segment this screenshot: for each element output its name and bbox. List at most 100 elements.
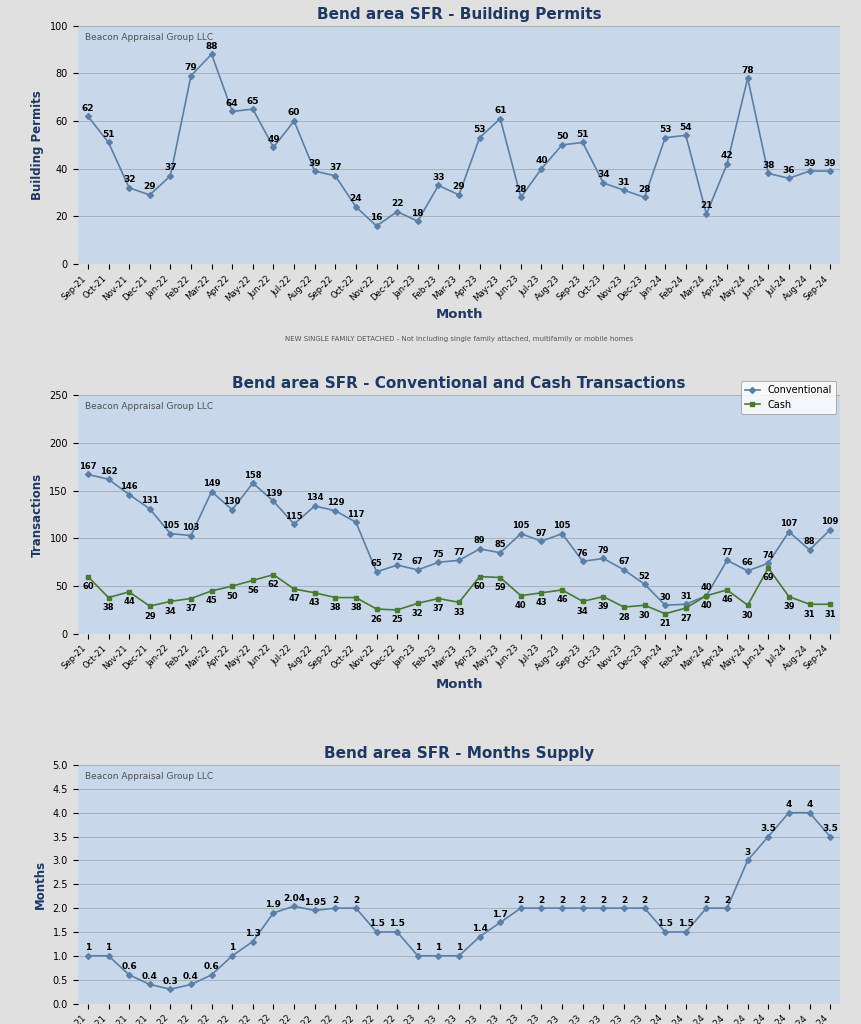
Cash xyxy=(186,592,196,604)
Text: 2: 2 xyxy=(579,896,585,904)
Text: 38: 38 xyxy=(350,603,362,612)
Text: 79: 79 xyxy=(184,63,197,72)
Text: 39: 39 xyxy=(308,159,320,168)
Cash xyxy=(309,587,319,599)
Text: 28: 28 xyxy=(638,184,650,194)
Text: 76: 76 xyxy=(576,549,588,558)
Text: 131: 131 xyxy=(141,497,158,505)
Cash xyxy=(680,602,691,614)
Cash xyxy=(103,592,114,604)
Cash xyxy=(454,596,464,608)
Text: 77: 77 xyxy=(453,548,464,557)
Text: 1: 1 xyxy=(414,943,420,952)
Text: 31: 31 xyxy=(823,609,835,618)
Text: 30: 30 xyxy=(638,610,649,620)
Text: 1: 1 xyxy=(84,943,91,952)
Text: 42: 42 xyxy=(720,152,733,161)
Text: 44: 44 xyxy=(123,597,135,606)
Text: 2: 2 xyxy=(703,896,709,904)
Text: 85: 85 xyxy=(494,541,505,549)
Text: 74: 74 xyxy=(762,551,773,560)
Cash xyxy=(124,586,134,598)
Text: 4: 4 xyxy=(785,800,791,809)
Cash xyxy=(268,568,278,581)
Cash xyxy=(701,590,711,602)
Text: 32: 32 xyxy=(412,609,423,617)
Text: 1: 1 xyxy=(435,943,441,952)
Text: 33: 33 xyxy=(453,608,464,616)
Text: 37: 37 xyxy=(164,163,177,172)
Text: 65: 65 xyxy=(370,559,382,568)
Text: 2: 2 xyxy=(331,896,338,904)
Conventional xyxy=(515,527,525,540)
Text: 34: 34 xyxy=(576,607,588,615)
Text: 0.4: 0.4 xyxy=(142,972,158,981)
Conventional xyxy=(783,525,793,538)
Text: 2: 2 xyxy=(641,896,647,904)
Text: 77: 77 xyxy=(721,548,732,557)
Text: 53: 53 xyxy=(658,125,671,134)
Text: 59: 59 xyxy=(494,583,505,592)
Text: 139: 139 xyxy=(264,488,282,498)
Text: 67: 67 xyxy=(412,557,423,566)
Text: 43: 43 xyxy=(308,598,320,607)
Cash xyxy=(288,583,299,595)
Text: 1.5: 1.5 xyxy=(369,920,384,929)
Text: 107: 107 xyxy=(779,519,796,528)
Text: 1: 1 xyxy=(455,943,461,952)
Text: 78: 78 xyxy=(740,66,753,75)
Text: 0.6: 0.6 xyxy=(121,963,137,972)
Conventional xyxy=(206,485,216,498)
Cash xyxy=(824,598,834,610)
Conventional xyxy=(598,552,608,564)
Text: 32: 32 xyxy=(123,175,135,184)
Cash xyxy=(577,595,587,607)
Text: 2: 2 xyxy=(599,896,606,904)
Text: 0.4: 0.4 xyxy=(183,972,199,981)
Conventional xyxy=(824,523,834,536)
Conventional xyxy=(762,557,772,569)
Text: 56: 56 xyxy=(246,586,258,595)
Text: 88: 88 xyxy=(205,42,218,50)
Text: 109: 109 xyxy=(821,517,838,526)
Text: 88: 88 xyxy=(802,538,815,547)
Conventional xyxy=(639,579,649,591)
Cash xyxy=(83,570,93,583)
Text: 40: 40 xyxy=(700,601,711,610)
Text: 21: 21 xyxy=(699,202,712,211)
Conventional xyxy=(103,473,114,485)
Legend: Conventional, Cash: Conventional, Cash xyxy=(740,381,834,414)
Cash xyxy=(660,607,670,620)
Text: 1.3: 1.3 xyxy=(245,929,261,938)
Text: 105: 105 xyxy=(511,521,529,530)
Text: 36: 36 xyxy=(782,166,794,175)
Text: 39: 39 xyxy=(802,159,815,168)
Conventional xyxy=(701,590,711,602)
Cash xyxy=(536,587,546,599)
Conventional xyxy=(288,518,299,530)
Text: 29: 29 xyxy=(452,182,465,191)
Cash xyxy=(762,562,772,574)
Text: 2: 2 xyxy=(723,896,729,904)
Text: 130: 130 xyxy=(223,498,240,506)
Text: 162: 162 xyxy=(100,467,117,476)
Text: 37: 37 xyxy=(329,163,341,172)
Text: 103: 103 xyxy=(182,523,200,532)
Text: 38: 38 xyxy=(329,603,341,612)
Conventional xyxy=(186,529,196,542)
Cash xyxy=(371,603,381,615)
Cash xyxy=(474,570,484,583)
Text: 51: 51 xyxy=(102,130,115,139)
Text: 54: 54 xyxy=(678,123,691,132)
Text: 115: 115 xyxy=(285,512,302,520)
Conventional xyxy=(577,555,587,567)
Text: 64: 64 xyxy=(226,99,238,108)
Text: 75: 75 xyxy=(432,550,443,559)
Text: 1.95: 1.95 xyxy=(303,898,325,907)
Text: 47: 47 xyxy=(288,595,300,603)
Text: 29: 29 xyxy=(143,182,156,191)
Text: 50: 50 xyxy=(226,592,238,601)
Text: 89: 89 xyxy=(474,537,485,546)
Text: 117: 117 xyxy=(347,510,364,518)
Text: 39: 39 xyxy=(783,602,794,611)
